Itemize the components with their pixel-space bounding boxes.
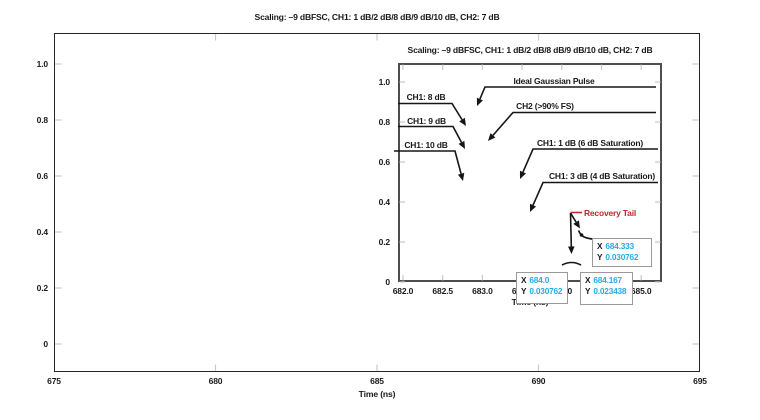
- callout-y-label: Y: [521, 286, 527, 296]
- trace-marker-dot: [579, 233, 584, 237]
- arrowhead-icon: [488, 133, 496, 141]
- main-plot-area: [54, 33, 700, 372]
- inset-annotation-label: CH1: 1 dB (6 dB Saturation): [536, 138, 644, 148]
- arrowhead-icon: [573, 220, 580, 229]
- cursor-callout: X 684.167 Y 0.023438: [580, 272, 633, 305]
- main-x-tick-label: 685: [370, 376, 384, 386]
- main-x-tick-label: 675: [47, 376, 61, 386]
- leader-line: [569, 212, 573, 247]
- inset-y-tick-label: 0.6: [378, 157, 391, 167]
- callout-x-value: 684.0: [529, 275, 550, 285]
- leader-line: [479, 86, 656, 100]
- inset-y-tick-label: 0.8: [378, 117, 391, 127]
- cursor-callout: X 684.333 Y 0.030762: [592, 238, 652, 267]
- callout-y-value: 0.030762: [605, 252, 639, 262]
- main-y-tick-label: 0.6: [36, 171, 49, 181]
- trace-fragment-recovery-tail: [577, 230, 602, 241]
- leader-line: [398, 102, 463, 121]
- inset-annotation-label: Ideal Gaussian Pulse: [513, 76, 595, 86]
- callout-y-label: Y: [597, 252, 603, 262]
- arrowhead-icon: [459, 117, 466, 126]
- main-x-tick-label: 690: [531, 376, 546, 386]
- callout-x-value: 684.333: [605, 241, 634, 251]
- inset-y-tick-label: 1.0: [378, 77, 391, 87]
- callout-x-value: 684.167: [593, 275, 622, 285]
- inset-plot-title: Scaling: –9 dBFSC, CH1: 1 dB/2 dB/8 dB/9…: [407, 45, 653, 55]
- inset-x-tick-label: 682.0: [392, 286, 414, 296]
- main-y-tick-label: 0: [43, 339, 48, 349]
- trace-fragment-hump: [561, 261, 582, 266]
- arrowhead-icon: [458, 140, 465, 149]
- arrowhead-icon: [457, 172, 465, 181]
- inset-x-tick-label: 685.0: [630, 286, 652, 296]
- leader-line: [532, 181, 658, 206]
- arrowhead-icon: [476, 97, 483, 106]
- inset-annotation-label: CH1: 8 dB: [406, 92, 446, 102]
- main-x-axis-label: Time (ns): [358, 389, 396, 399]
- inset-y-tick-label: 0.4: [378, 197, 391, 207]
- inset-x-tick-label: 683.0: [472, 286, 493, 296]
- callout-x-label: X: [597, 241, 603, 251]
- callout-y-value: 0.030762: [529, 286, 563, 296]
- callout-y-value: 0.023438: [593, 286, 627, 296]
- main-y-tick-label: 1.0: [36, 59, 49, 69]
- cursor-callout: X 684.0 Y 0.030762: [516, 272, 568, 304]
- main-x-tick-label: 680: [208, 376, 223, 386]
- main-y-tick-label: 0.8: [36, 115, 49, 125]
- main-y-tick-label: 0.4: [36, 227, 49, 237]
- main-x-tick-label: 695: [693, 376, 707, 386]
- leader-line: [569, 212, 577, 223]
- arrowhead-icon: [530, 203, 537, 212]
- callout-x-label: X: [585, 275, 591, 285]
- inset-annotation-label: CH1: 10 dB: [404, 139, 448, 150]
- arrowhead-icon: [568, 246, 575, 254]
- recovery-tail-label: Recovery Tail: [583, 208, 637, 218]
- inset-annotation-label: CH2 (>90% FS): [516, 101, 574, 111]
- inset-annotation-label: CH1: 3 dB (4 dB Saturation): [548, 171, 656, 181]
- callout-x-label: X: [521, 275, 527, 285]
- inset-y-tick-label: 0: [385, 277, 390, 287]
- leader-line: [394, 150, 462, 174]
- inset-y-tick-label: 0.2: [378, 237, 391, 247]
- leader-line: [398, 125, 463, 143]
- inset-annotation-label: CH1: 9 dB: [407, 115, 446, 126]
- inset-x-tick-label: 682.5: [432, 286, 453, 296]
- leader-line: [522, 148, 658, 173]
- leader-line: [492, 111, 656, 136]
- arrowhead-icon: [519, 170, 527, 179]
- main-plot-title: Scaling: –9 dBFSC, CH1: 1 dB/2 dB/8 dB/9…: [254, 12, 500, 22]
- main-y-tick-label: 0.2: [36, 283, 49, 293]
- callout-y-label: Y: [585, 286, 591, 296]
